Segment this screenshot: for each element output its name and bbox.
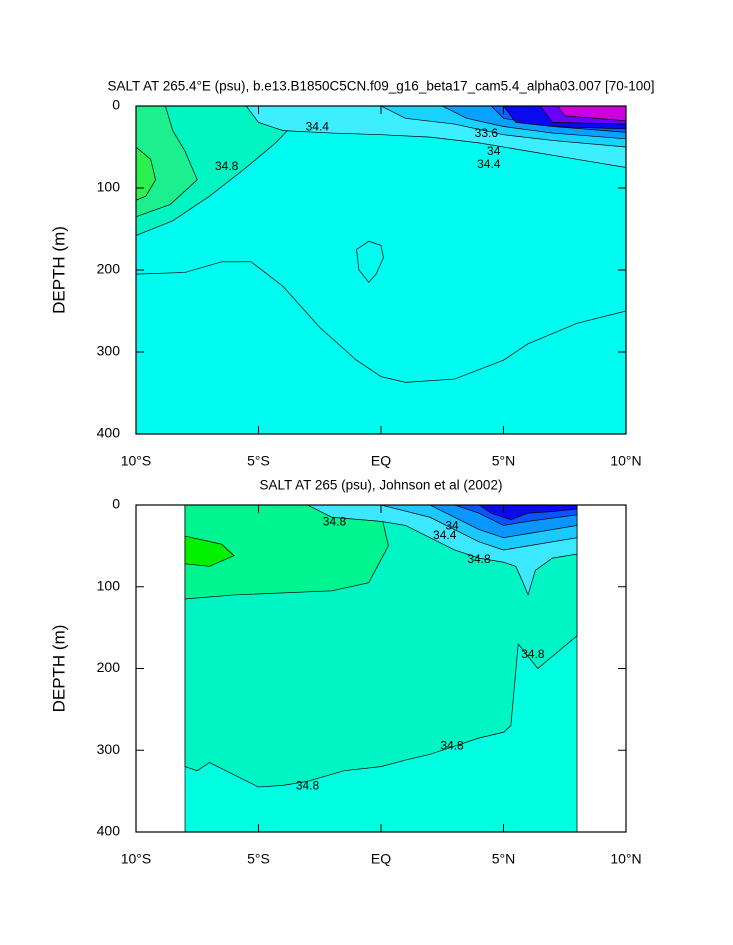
x-tick-label: 10°N (610, 453, 641, 469)
y-tick-label: 400 (97, 425, 121, 441)
contour-label: 34.4 (477, 157, 501, 171)
x-tick-label: 10°S (121, 851, 152, 867)
contour-label: 34 (487, 144, 501, 158)
chart-title: SALT AT 265 (psu), Johnson et al (2002) (260, 478, 503, 493)
contour-region (556, 106, 626, 122)
contour-label: 34.4 (433, 528, 457, 542)
y-tick-label: 400 (97, 823, 121, 839)
y-tick-label: 0 (112, 496, 120, 512)
x-tick-label: 5°S (247, 851, 270, 867)
x-tick-label: EQ (371, 453, 391, 469)
y-tick-label: 200 (97, 261, 121, 277)
x-tick-label: 10°N (610, 851, 641, 867)
contour-region (184, 535, 235, 567)
contour-region (136, 106, 198, 218)
x-tick-label: EQ (371, 851, 391, 867)
y-tick-label: 100 (97, 577, 121, 593)
y-axis-label: DEPTH (m) (49, 226, 68, 314)
plot-area (136, 106, 626, 434)
contour-label: 34.8 (215, 159, 239, 173)
contour-label: 34.8 (323, 514, 347, 528)
contour-label: 34.4 (306, 119, 330, 133)
contour-label: 34.8 (521, 647, 545, 661)
contour-label: 34 (445, 518, 459, 532)
contour-region (136, 146, 156, 201)
contour-label: 34.8 (296, 778, 320, 792)
x-tick-label: 5°N (492, 851, 516, 867)
contour-label: 33.6 (475, 126, 499, 140)
chart-title: SALT AT 265.4°E (psu), b.e13.B1850C5CN.f… (107, 79, 654, 94)
x-tick-label: 10°S (121, 453, 152, 469)
y-tick-label: 300 (97, 741, 121, 757)
x-tick-label: 5°N (492, 453, 516, 469)
y-axis-label: DEPTH (m) (49, 625, 68, 713)
contour-label: 34.8 (440, 738, 464, 752)
contour-region (136, 261, 626, 434)
y-tick-label: 300 (97, 343, 121, 359)
plot-area (184, 505, 578, 832)
x-tick-label: 5°S (247, 453, 270, 469)
y-tick-label: 0 (112, 97, 120, 113)
contour-region (356, 240, 384, 283)
y-tick-label: 200 (97, 659, 121, 675)
y-tick-label: 100 (97, 179, 121, 195)
contour-label: 34.8 (467, 552, 491, 566)
